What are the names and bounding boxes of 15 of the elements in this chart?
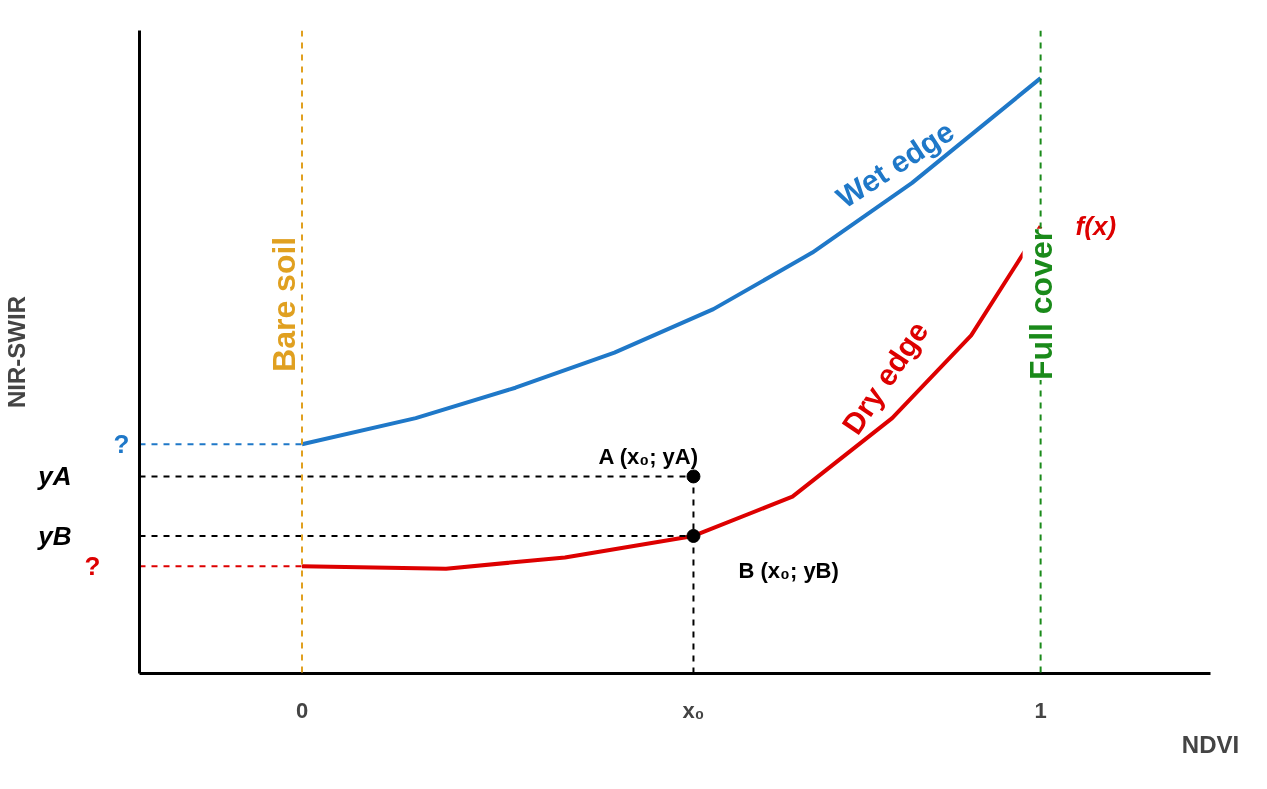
x-tick-label: 1: [1034, 697, 1047, 723]
x-tick-label: 0: [295, 697, 309, 723]
x-axis-title: NDVI: [1181, 730, 1240, 758]
annotation: f(x): [1075, 211, 1117, 242]
annotation: ?: [84, 551, 101, 582]
annotation: yA: [36, 461, 72, 492]
annotation: Wet edge: [830, 114, 960, 215]
ref-line-label: Bare soil: [266, 236, 302, 372]
y-axis-title: NIR-SWIR: [3, 296, 31, 408]
annotation: ?: [113, 429, 130, 460]
annotation: A (x₀; yA): [598, 443, 699, 469]
annotation: yB: [36, 520, 72, 551]
annotation: B (x₀; yB): [738, 558, 839, 584]
ref-line-label: Full cover: [1022, 228, 1059, 380]
x-tick-label: x₀: [682, 697, 705, 723]
